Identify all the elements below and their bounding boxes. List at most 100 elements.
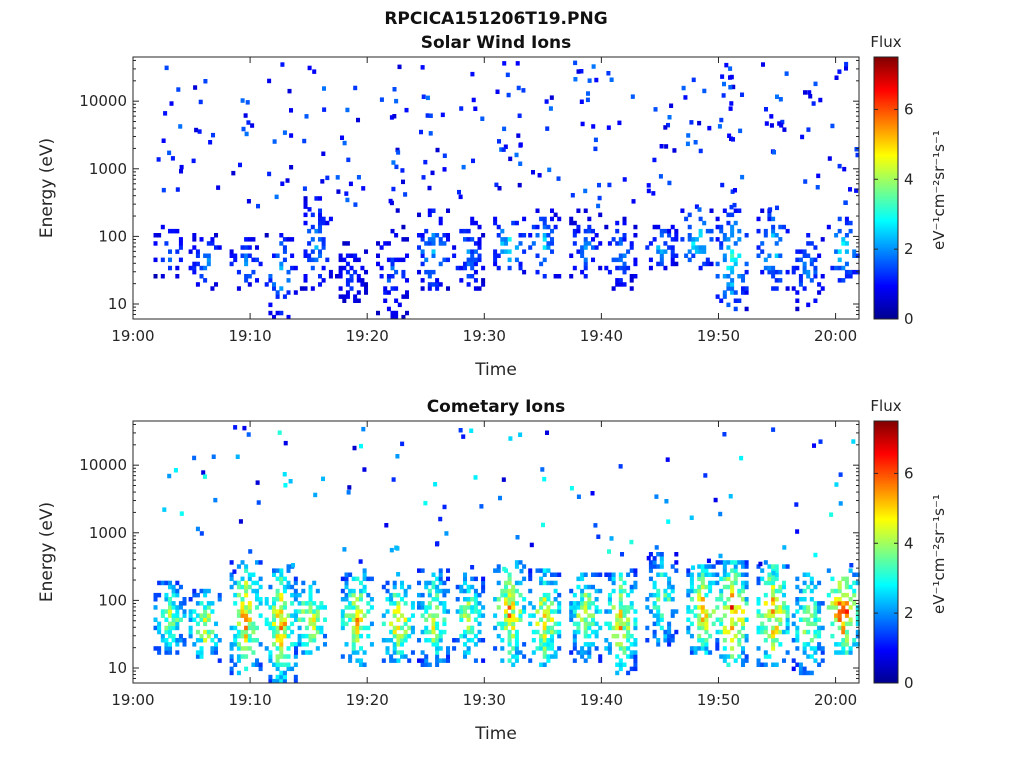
spectrogram-cell	[188, 249, 193, 254]
spectrogram-cell	[841, 576, 846, 582]
spectrogram-cell	[553, 650, 558, 655]
spectrogram-cell	[473, 249, 478, 254]
spectrogram-cell	[401, 294, 406, 299]
spectrogram-cell	[446, 658, 451, 663]
spectrogram-cell	[236, 580, 241, 586]
spectrogram-cell	[719, 654, 724, 659]
spectrogram-cell	[293, 576, 298, 582]
spectrogram-cell	[518, 580, 523, 586]
spectrogram-cell	[726, 597, 731, 602]
spectrogram-cell	[431, 233, 436, 238]
spectrogram-cell	[282, 654, 287, 659]
spectrogram-cell	[279, 580, 284, 586]
spectrogram-cell	[233, 633, 238, 639]
spectrogram-cell	[275, 592, 280, 598]
spectrogram-cell	[400, 584, 405, 590]
spectrogram-cell	[376, 261, 381, 267]
spectrogram-cell	[507, 265, 512, 271]
spectrogram-cell	[767, 617, 772, 622]
spectrogram-cell	[667, 576, 672, 582]
spectrogram-cell	[767, 216, 772, 222]
spectrogram-cell	[293, 674, 298, 680]
spectrogram-cell	[362, 588, 367, 594]
spectrogram-cell	[240, 633, 245, 639]
spectrogram-cell	[282, 237, 287, 242]
spectrogram-cell	[733, 576, 738, 582]
spectrogram-cell	[446, 609, 451, 614]
spectrogram-cell	[611, 286, 616, 291]
spectrogram-cell	[197, 129, 202, 134]
spectrogram-cell	[771, 568, 776, 573]
spectrogram-cell	[611, 633, 616, 639]
spectrogram-cell	[229, 658, 234, 663]
spectrogram-cell	[272, 633, 277, 639]
spectrogram-cell	[830, 123, 835, 129]
spectrogram-cell	[583, 228, 588, 234]
spectrogram-cell	[435, 621, 440, 627]
spectrogram-cell	[514, 588, 519, 594]
spectrogram-cell	[528, 658, 533, 663]
spectrogram-cell	[854, 188, 859, 193]
spectrogram-cell	[842, 166, 847, 172]
spectrogram-cell	[417, 568, 422, 573]
spectrogram-cell	[386, 274, 391, 279]
spectrogram-cell	[379, 274, 384, 279]
spectrogram-cell	[546, 658, 551, 663]
spectrogram-cell	[473, 605, 478, 610]
spectrogram-cell	[633, 625, 638, 631]
spectrogram-cell	[286, 646, 291, 651]
spectrogram-cell	[572, 658, 577, 663]
spectrogram-cell	[182, 638, 187, 643]
spectrogram-cell	[390, 274, 395, 279]
spectrogram-cell	[240, 245, 245, 250]
spectrogram-cell	[233, 642, 238, 647]
spectrogram-cell	[633, 580, 638, 586]
spectrogram-cell	[802, 249, 807, 254]
spectrogram-cell	[744, 564, 749, 569]
figure-title: RPCICA151206T19.PNG	[384, 9, 607, 29]
spectrogram-cell	[438, 638, 443, 643]
spectrogram-cell	[591, 642, 596, 647]
spectrogram-cell	[629, 278, 634, 283]
spectrogram-cell	[572, 233, 577, 238]
spectrogram-cell	[312, 625, 317, 631]
spectrogram-cell	[446, 576, 451, 582]
spectrogram-cell	[338, 274, 343, 279]
spectrogram-cell	[217, 592, 222, 598]
spectrogram-cell	[721, 93, 726, 98]
spectrogram-cell	[470, 261, 475, 267]
spectrogram-cell	[446, 646, 451, 651]
spectrogram-cell	[272, 568, 277, 573]
spectrogram-cell	[268, 658, 273, 663]
spectrogram-cell	[175, 605, 180, 610]
spectrogram-cell	[288, 479, 293, 484]
spectrogram-cell	[795, 609, 800, 614]
spectrogram-cell	[233, 253, 238, 258]
spectrogram-cell	[689, 120, 694, 125]
spectrogram-cell	[428, 131, 433, 136]
spectrogram-cell	[275, 629, 280, 635]
spectrogram-cell	[741, 609, 746, 614]
spectrogram-cell	[427, 269, 432, 275]
spectrogram-cell	[741, 564, 746, 569]
spectrogram-cell	[767, 580, 772, 586]
spectrogram-cell	[268, 310, 273, 316]
spectrogram-cell	[674, 261, 679, 267]
spectrogram-cell	[715, 605, 720, 610]
spectrogram-cell	[711, 580, 716, 586]
spectrogram-cell	[583, 650, 588, 655]
spectrogram-cell	[546, 568, 551, 573]
spectrogram-cell	[272, 139, 277, 144]
spectrogram-cell	[633, 274, 638, 279]
spectrogram-cell	[674, 237, 679, 242]
spectrogram-cell	[689, 576, 694, 582]
spectrogram-cell	[607, 241, 612, 246]
spectrogram-cell	[545, 126, 550, 131]
spectrogram-cell	[756, 662, 761, 667]
x-tick-label: 19:00	[111, 691, 154, 709]
spectrogram-cell	[674, 552, 679, 557]
spectrogram-cell	[500, 228, 505, 234]
spectrogram-cell	[539, 605, 544, 610]
spectrogram-cell	[704, 613, 709, 618]
spectrogram-cell	[435, 605, 440, 610]
